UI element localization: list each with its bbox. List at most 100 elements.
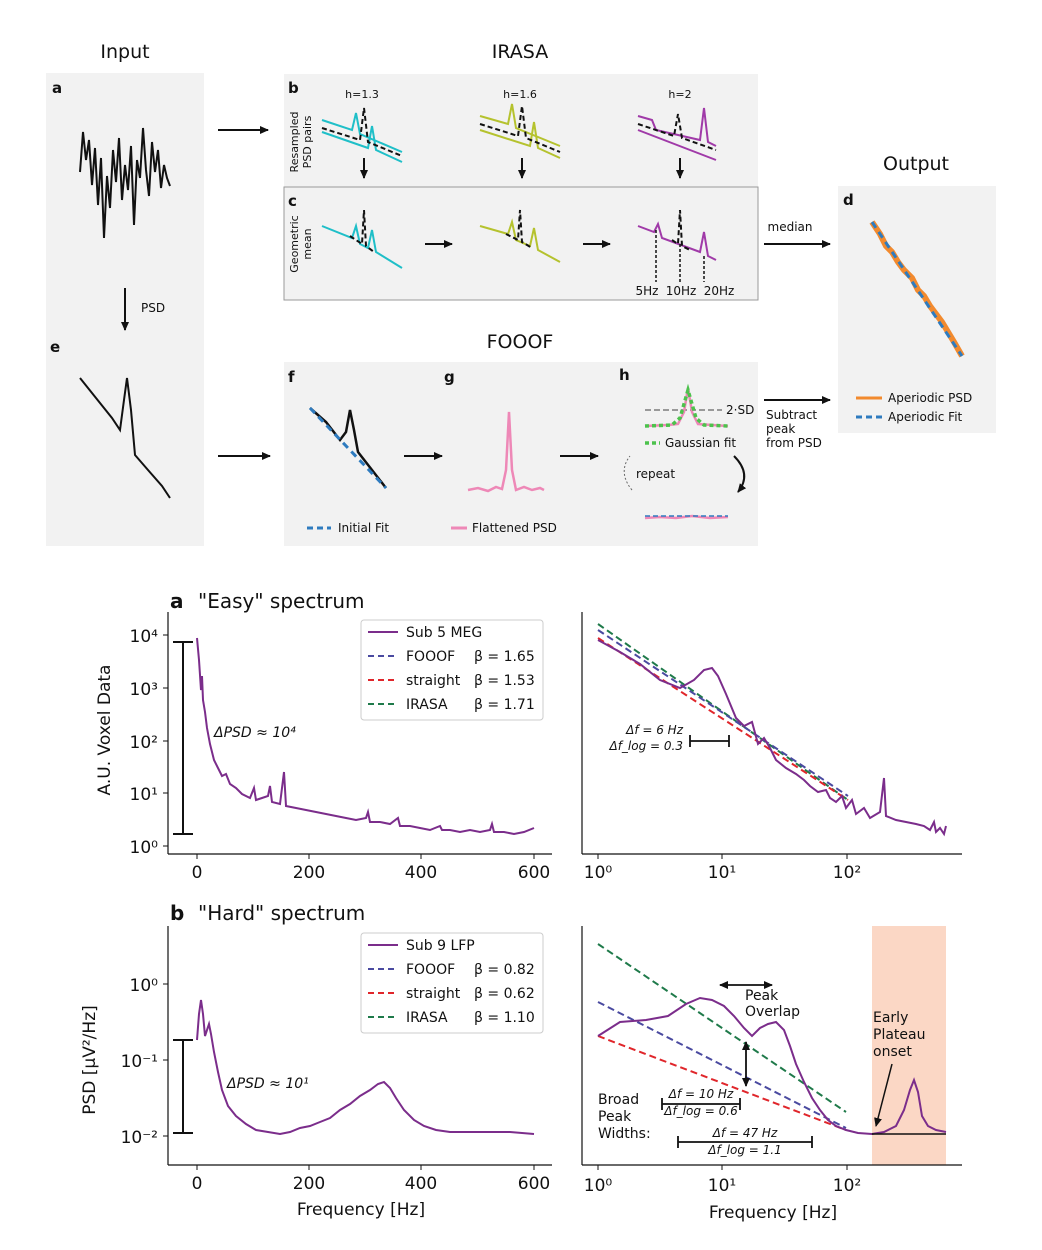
xc-tick-600: 600 [518, 1174, 550, 1194]
peak-overlap-1: Peak [745, 988, 779, 1004]
letter-e: e [50, 338, 60, 356]
delta-bar-a [173, 641, 193, 835]
h-residual-trace [644, 514, 729, 520]
df-b2-line1: Δf = 47 Hz [712, 1126, 778, 1140]
legend-a-irasa: IRASA [406, 697, 448, 713]
geomean-h16 [479, 209, 561, 263]
letter-b: b [288, 79, 299, 97]
median-label: median [768, 220, 813, 234]
legend-box-b [360, 932, 544, 1034]
legend-b-straight: straight [406, 986, 461, 1002]
yb-tick-1e-2: 10⁻² [121, 1128, 158, 1148]
ylabel-a: A.U. Voxel Data [95, 665, 115, 796]
psd-trace [79, 377, 171, 499]
xd-tick-1e2: 10² [833, 1176, 861, 1196]
xlabel-right: Frequency [Hz] [709, 1203, 837, 1223]
hard-title: "Hard" spectrum [198, 901, 365, 925]
h-sd-label: 2·SD [726, 403, 754, 417]
hard-fooof-fit [597, 1001, 847, 1129]
h-label-2: h=1.6 [503, 88, 537, 101]
xd-tick-1e0: 10⁰ [584, 1176, 613, 1196]
xa-tick-400: 400 [405, 863, 437, 883]
h-label-3: h=2 [668, 88, 691, 101]
delta-psd-a: ΔPSD ≈ 10⁴ [213, 725, 296, 741]
df-b2-line2: Δf_log = 1.1 [707, 1143, 782, 1157]
df-b1-line1: Δf = 10 Hz [668, 1087, 734, 1101]
legend-b-fooof: FOOOF [406, 962, 455, 978]
legend-b-straight-beta: β = 0.62 [474, 986, 535, 1002]
legend-a-straight: straight [406, 673, 461, 689]
legend-b-irasa: IRASA [406, 1010, 448, 1026]
early-plateau-1: Early [873, 1010, 908, 1026]
early-plateau-3: onset [873, 1044, 912, 1060]
repeat-label: repeat [636, 467, 675, 481]
xb-tick-1e2: 10² [833, 863, 861, 883]
axes-hard-log [581, 926, 962, 1170]
h-gaussian-fit [644, 383, 729, 428]
subtract-label-3: from PSD [766, 436, 822, 450]
legend-aperiodic-psd: Aperiodic PSD [888, 391, 972, 405]
letter-f: f [288, 368, 295, 386]
freq-mark-5hz: 5Hz [636, 284, 659, 298]
easy-log-data [597, 639, 947, 837]
irasa-title: IRASA [492, 41, 548, 63]
freq-mark-20hz: 20Hz [704, 284, 735, 298]
fooof-title: FOOOF [487, 331, 554, 353]
resampled-label-1: Resampled [288, 112, 301, 173]
h-label-1: h=1.3 [345, 88, 379, 101]
input-title: Input [100, 41, 149, 63]
plateau-onset-arrow [874, 1063, 893, 1127]
xlabel-left: Frequency [Hz] [297, 1200, 425, 1220]
legend-a-fooof: FOOOF [406, 649, 455, 665]
legend-box-a [360, 619, 544, 721]
df-bar-a [689, 735, 730, 747]
xc-tick-200: 200 [293, 1174, 325, 1194]
aperiodic-fit-line [870, 221, 964, 357]
axes-easy-log [581, 612, 962, 859]
legend-b-data: Sub 9 LFP [406, 938, 475, 954]
ya-tick-1e3: 10³ [130, 680, 158, 700]
broad-peak-2: Peak [598, 1109, 632, 1125]
broad-peak-3: Widths: [598, 1126, 651, 1142]
xa-tick-0: 0 [192, 863, 203, 883]
early-plateau-2: Plateau [873, 1027, 925, 1043]
hard-log-data [597, 996, 947, 1136]
geomean-h2 [637, 209, 717, 261]
xb-tick-1e0: 10⁰ [584, 863, 613, 883]
xd-tick-1e1: 10¹ [708, 1176, 736, 1196]
subtract-label-2: peak [766, 422, 795, 436]
letter-g: g [444, 368, 455, 386]
ya-tick-1e4: 10⁴ [130, 627, 159, 647]
legend-aperiodic-fit: Aperiodic Fit [888, 410, 963, 424]
df-bar-b2 [677, 1136, 813, 1148]
xa-tick-600: 600 [518, 863, 550, 883]
xa-tick-200: 200 [293, 863, 325, 883]
axes-easy-linear [163, 612, 552, 859]
letter-a: a [52, 79, 62, 97]
output-panel [838, 186, 996, 433]
h-curved-arrow [733, 455, 747, 493]
legend-b-fooof-beta: β = 0.82 [474, 962, 535, 978]
legend-flattened-psd: Flattened PSD [472, 521, 557, 535]
early-plateau-region [872, 926, 946, 1165]
letter-d: d [843, 191, 854, 209]
resampled-label-2: PSD pairs [301, 115, 314, 168]
df-a-line1: Δf = 6 Hz [625, 723, 684, 737]
subtract-label-1: Subtract [766, 408, 817, 422]
legend-a-data: Sub 5 MEG [406, 625, 482, 641]
easy-title: "Easy" spectrum [198, 589, 365, 613]
ya-tick-1e2: 10² [130, 733, 158, 753]
raw-signal-trace [79, 127, 171, 239]
xc-tick-0: 0 [192, 1174, 203, 1194]
peak-overlap-2: Overlap [745, 1004, 800, 1020]
geomean-label-2: mean [301, 228, 314, 259]
xc-tick-400: 400 [405, 1174, 437, 1194]
df-b1-line2: Δf_log = 0.6 [663, 1104, 738, 1118]
ya-tick-1e0: 10⁰ [130, 838, 159, 858]
freq-mark-10hz: 10Hz [666, 284, 697, 298]
easy-linear-data [196, 637, 535, 836]
ylabel-b: PSD [μV²/Hz] [80, 1005, 100, 1115]
hard-linear-data [196, 999, 535, 1136]
psd-arrow-label: PSD [141, 301, 165, 315]
